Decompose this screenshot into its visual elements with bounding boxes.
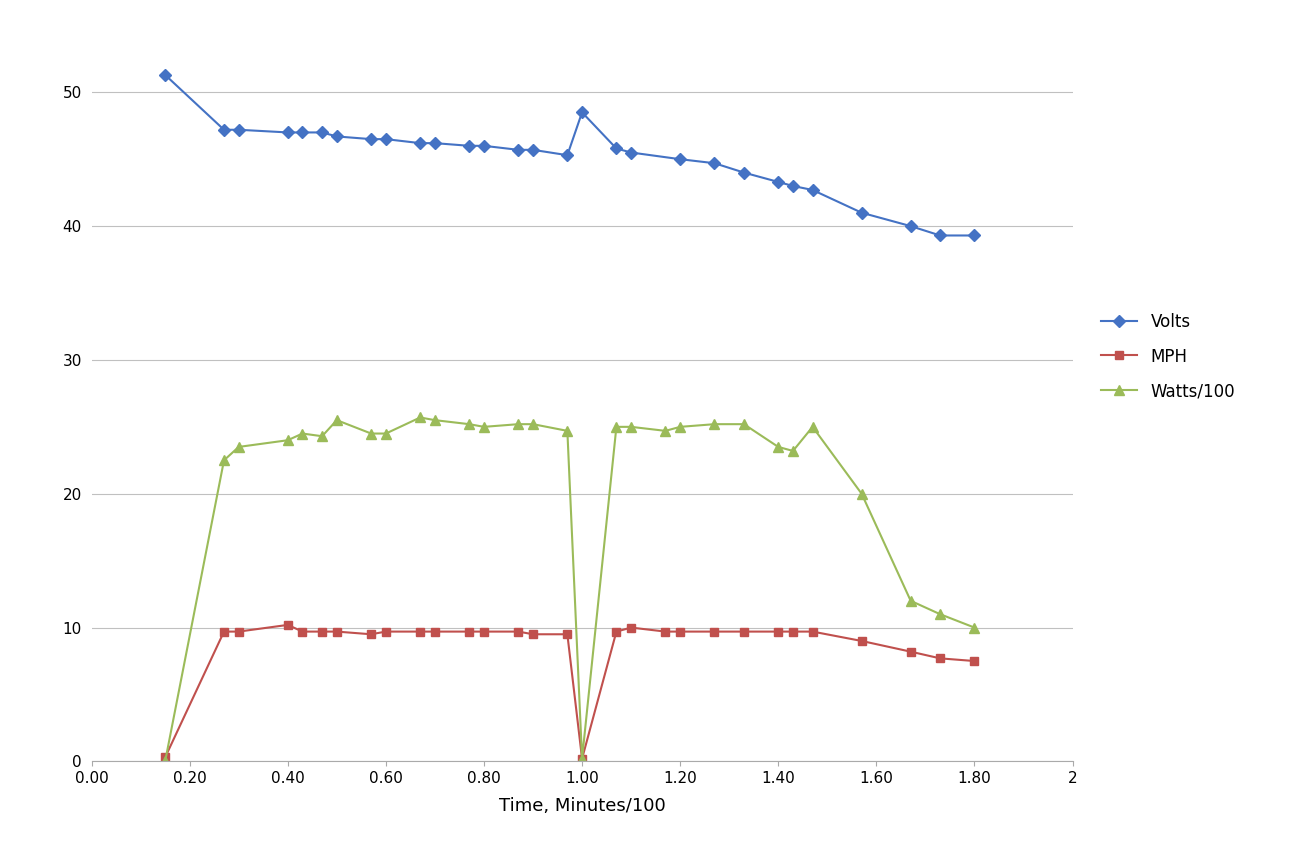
MPH <box>574 754 590 764</box>
Volts <box>854 207 870 217</box>
Volts <box>608 144 624 154</box>
MPH <box>364 629 379 640</box>
Watts/100 <box>428 415 443 426</box>
MPH <box>608 627 624 637</box>
Volts <box>330 131 345 141</box>
Volts <box>560 150 576 160</box>
MPH <box>428 627 443 637</box>
MPH <box>854 636 870 646</box>
Volts <box>232 124 247 135</box>
Watts/100 <box>770 442 786 452</box>
MPH <box>526 629 542 640</box>
MPH <box>736 627 752 637</box>
Watts/100 <box>364 428 379 438</box>
Volts <box>770 177 786 187</box>
Watts/100 <box>933 609 948 619</box>
Watts/100 <box>608 422 624 432</box>
MPH <box>804 627 820 637</box>
MPH <box>785 627 800 637</box>
Watts/100 <box>294 428 310 438</box>
Watts/100 <box>785 446 800 456</box>
Watts/100 <box>967 623 982 633</box>
Volts <box>526 145 542 155</box>
Watts/100 <box>157 756 173 766</box>
MPH <box>378 627 394 637</box>
Watts/100 <box>216 455 232 465</box>
Volts <box>314 128 330 138</box>
MPH <box>658 627 674 637</box>
MPH <box>412 627 428 637</box>
Line: MPH: MPH <box>161 621 978 763</box>
Watts/100 <box>736 419 752 429</box>
Watts/100 <box>280 435 296 445</box>
MPH <box>314 627 330 637</box>
Watts/100 <box>804 422 820 432</box>
Watts/100 <box>526 419 542 429</box>
Watts/100 <box>510 419 526 429</box>
Volts <box>378 134 394 144</box>
MPH <box>462 627 477 637</box>
Line: Watts/100: Watts/100 <box>161 413 980 766</box>
MPH <box>476 627 492 637</box>
Volts <box>736 168 752 178</box>
Watts/100 <box>314 431 330 442</box>
MPH <box>672 627 688 637</box>
Volts <box>510 145 526 155</box>
Volts <box>785 181 800 191</box>
Watts/100 <box>232 442 247 452</box>
Volts <box>933 230 948 240</box>
Watts/100 <box>706 419 722 429</box>
Watts/100 <box>462 419 477 429</box>
Legend: Volts, MPH, Watts/100: Volts, MPH, Watts/100 <box>1100 313 1235 401</box>
Line: Volts: Volts <box>161 71 978 239</box>
Volts <box>412 138 428 148</box>
MPH <box>294 627 310 637</box>
Watts/100 <box>476 422 492 432</box>
MPH <box>510 627 526 637</box>
X-axis label: Time, Minutes/100: Time, Minutes/100 <box>498 797 666 816</box>
MPH <box>216 627 232 637</box>
Volts <box>967 230 982 240</box>
Watts/100 <box>574 754 590 764</box>
Volts <box>903 221 918 231</box>
Watts/100 <box>378 428 394 438</box>
MPH <box>967 656 982 666</box>
Watts/100 <box>672 422 688 432</box>
Watts/100 <box>412 412 428 422</box>
Volts <box>574 107 590 118</box>
Watts/100 <box>903 596 918 606</box>
Watts/100 <box>854 489 870 499</box>
Volts <box>216 124 232 135</box>
Volts <box>624 147 640 157</box>
Volts <box>804 185 820 195</box>
MPH <box>330 627 345 637</box>
Watts/100 <box>658 426 674 436</box>
Volts <box>280 128 296 138</box>
MPH <box>157 752 173 762</box>
MPH <box>933 653 948 663</box>
MPH <box>560 629 576 640</box>
MPH <box>770 627 786 637</box>
Watts/100 <box>624 422 640 432</box>
Volts <box>428 138 443 148</box>
MPH <box>706 627 722 637</box>
MPH <box>280 620 296 630</box>
Watts/100 <box>330 415 345 426</box>
Watts/100 <box>560 426 576 436</box>
Volts <box>157 70 173 80</box>
Volts <box>364 134 379 144</box>
MPH <box>624 623 640 633</box>
MPH <box>903 646 918 656</box>
Volts <box>462 140 477 151</box>
Volts <box>476 140 492 151</box>
Volts <box>294 128 310 138</box>
Volts <box>672 154 688 164</box>
Volts <box>706 158 722 168</box>
MPH <box>232 627 247 637</box>
